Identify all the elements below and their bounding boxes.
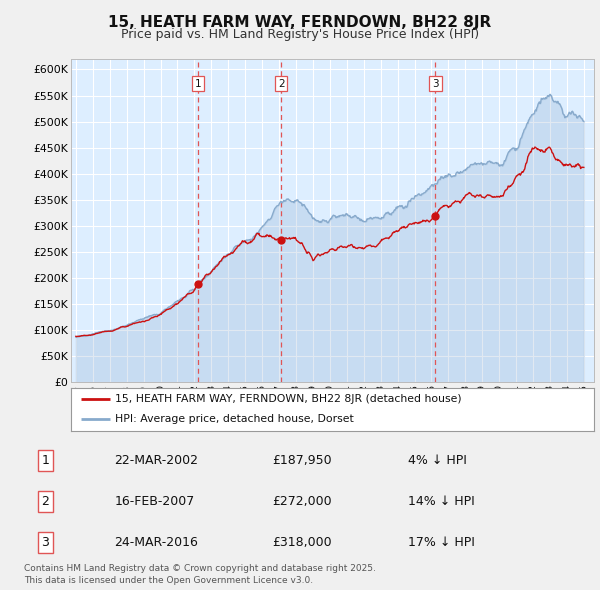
Text: 15, HEATH FARM WAY, FERNDOWN, BH22 8JR: 15, HEATH FARM WAY, FERNDOWN, BH22 8JR bbox=[109, 15, 491, 30]
Text: £318,000: £318,000 bbox=[272, 536, 332, 549]
Text: 2: 2 bbox=[41, 495, 49, 508]
Text: 14% ↓ HPI: 14% ↓ HPI bbox=[407, 495, 474, 508]
Text: HPI: Average price, detached house, Dorset: HPI: Average price, detached house, Dors… bbox=[115, 414, 354, 424]
Text: £187,950: £187,950 bbox=[272, 454, 332, 467]
Text: 3: 3 bbox=[41, 536, 49, 549]
Text: This data is licensed under the Open Government Licence v3.0.: This data is licensed under the Open Gov… bbox=[24, 576, 313, 585]
Text: 17% ↓ HPI: 17% ↓ HPI bbox=[407, 536, 475, 549]
Text: 22-MAR-2002: 22-MAR-2002 bbox=[114, 454, 198, 467]
Text: 1: 1 bbox=[41, 454, 49, 467]
Text: 4% ↓ HPI: 4% ↓ HPI bbox=[407, 454, 466, 467]
Text: Contains HM Land Registry data © Crown copyright and database right 2025.: Contains HM Land Registry data © Crown c… bbox=[24, 565, 376, 573]
Text: 3: 3 bbox=[432, 78, 439, 88]
Text: 24-MAR-2016: 24-MAR-2016 bbox=[114, 536, 198, 549]
Text: 15, HEATH FARM WAY, FERNDOWN, BH22 8JR (detached house): 15, HEATH FARM WAY, FERNDOWN, BH22 8JR (… bbox=[115, 394, 462, 404]
Text: 16-FEB-2007: 16-FEB-2007 bbox=[114, 495, 194, 508]
Text: Price paid vs. HM Land Registry's House Price Index (HPI): Price paid vs. HM Land Registry's House … bbox=[121, 28, 479, 41]
Text: 1: 1 bbox=[195, 78, 202, 88]
Text: 2: 2 bbox=[278, 78, 284, 88]
Text: £272,000: £272,000 bbox=[272, 495, 332, 508]
